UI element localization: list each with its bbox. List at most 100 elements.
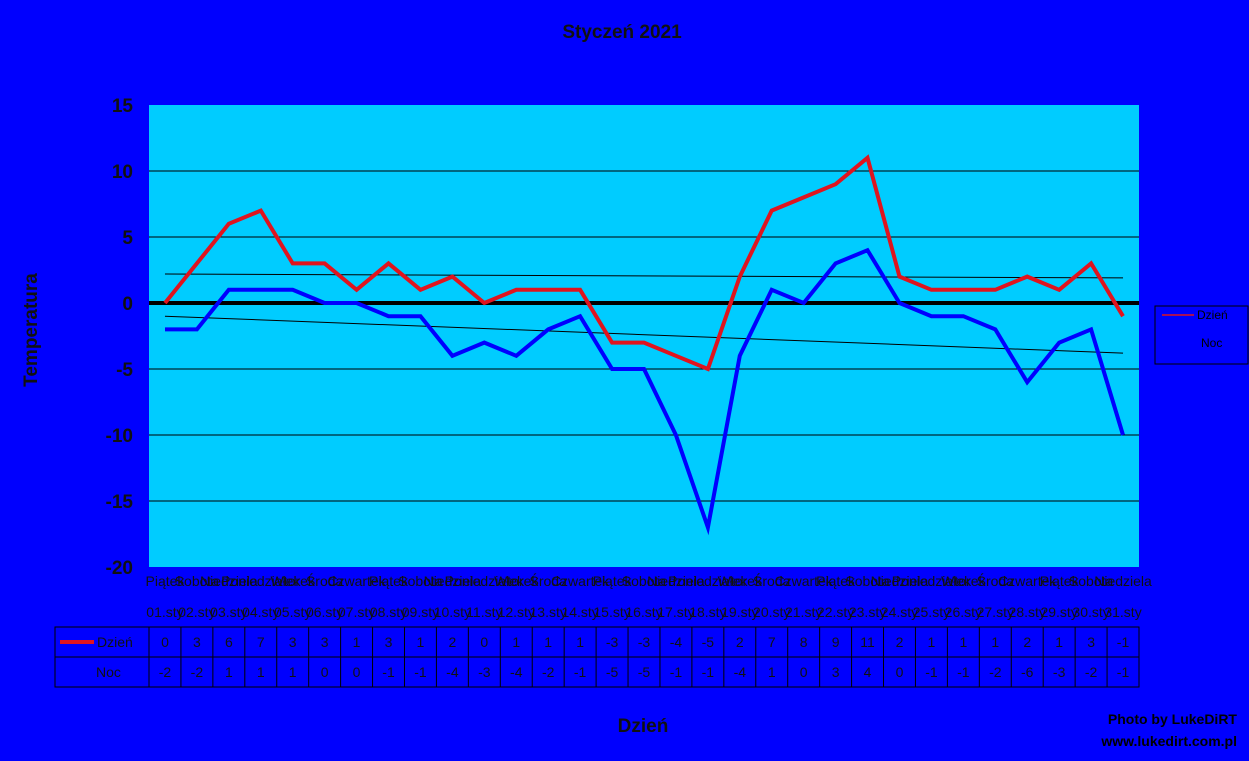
table-cell: -4 bbox=[510, 664, 523, 680]
table-cell: 11 bbox=[860, 634, 875, 650]
credits: Photo by LukeDiRT www.lukedirt.com.pl bbox=[1101, 708, 1237, 752]
table-cell: 4 bbox=[864, 664, 872, 680]
x-tick-date: 26.sty bbox=[945, 604, 982, 620]
table-cell: -2 bbox=[542, 664, 555, 680]
series-lines bbox=[163, 154, 1125, 536]
table-cell: -4 bbox=[670, 634, 683, 650]
x-tick-day: Środa bbox=[530, 572, 568, 589]
x-tick-day: Wtorek bbox=[718, 573, 763, 589]
x-tick-date: 11.sty bbox=[466, 604, 502, 620]
table-cell: 1 bbox=[544, 634, 552, 650]
table-cell: 2 bbox=[736, 634, 744, 650]
y-tick-label: -15 bbox=[106, 492, 134, 513]
table-cell: 1 bbox=[768, 664, 776, 680]
y-tick-label: 0 bbox=[122, 294, 133, 315]
table-cell: 1 bbox=[289, 664, 297, 680]
x-tick-day: Piątek bbox=[593, 573, 633, 589]
table-cell: -4 bbox=[446, 664, 459, 680]
y-tick-label: 5 bbox=[122, 228, 133, 249]
table-cell: -1 bbox=[670, 664, 683, 680]
table-cell: -1 bbox=[382, 664, 395, 680]
x-tick-day: Czwartek bbox=[327, 573, 386, 589]
table-cell: 0 bbox=[800, 664, 808, 680]
legend-label-noc: Noc bbox=[1201, 336, 1222, 350]
table-cell: -3 bbox=[478, 664, 491, 680]
table-cell: 8 bbox=[800, 634, 808, 650]
table-cell: -3 bbox=[638, 634, 651, 650]
table-cell: -2 bbox=[191, 664, 204, 680]
x-tick-day: Sobota bbox=[175, 573, 220, 589]
x-tick-date: 16.sty bbox=[625, 604, 662, 620]
y-tick-label: 10 bbox=[112, 162, 133, 183]
table-cell: -2 bbox=[159, 664, 172, 680]
x-tick-date: 27.sty bbox=[977, 604, 1014, 620]
y-tick-label: -5 bbox=[116, 360, 133, 381]
x-tick-date: 22.sty bbox=[817, 604, 854, 620]
table-cell: 0 bbox=[896, 664, 904, 680]
x-tick-date: 15.sty bbox=[593, 604, 630, 620]
x-tick-date: 29.sty bbox=[1040, 604, 1077, 620]
table-cell: 7 bbox=[257, 634, 265, 650]
trendlines bbox=[164, 273, 1124, 354]
table-cell: 1 bbox=[1055, 634, 1063, 650]
table-cell: -1 bbox=[702, 664, 715, 680]
table-cell: -2 bbox=[989, 664, 1002, 680]
x-tick-date: 19.sty bbox=[721, 604, 758, 620]
x-tick-date: 02.sty bbox=[178, 604, 215, 620]
x-tick-day: Środa bbox=[306, 572, 344, 589]
table-cell: 1 bbox=[928, 634, 936, 650]
table-cell: 2 bbox=[448, 634, 456, 650]
x-tick-day: Poniedziałek bbox=[221, 573, 301, 589]
x-tick-date: 03.sty bbox=[210, 604, 247, 620]
table-cell: 0 bbox=[353, 664, 361, 680]
table-cell: 9 bbox=[832, 634, 840, 650]
legend-label-dzien: Dzień bbox=[1197, 308, 1228, 322]
x-tick-day: Piątek bbox=[146, 573, 186, 589]
plot-area bbox=[149, 105, 1139, 567]
x-tick-day: Niedziela bbox=[200, 573, 258, 589]
x-tick-date: 31.sty bbox=[1104, 604, 1141, 620]
x-tick-day: Piątek bbox=[369, 573, 409, 589]
credit-photo-by: Photo by LukeDiRT bbox=[1107, 711, 1237, 727]
y-axis-label: Temperatura bbox=[21, 273, 42, 387]
x-tick-day: Czwartek bbox=[998, 573, 1057, 589]
table-row-header: Noc bbox=[96, 664, 121, 680]
x-tick-date: 18.sty bbox=[689, 604, 726, 620]
table-cell: 2 bbox=[896, 634, 904, 650]
x-tick-day: Sobota bbox=[622, 573, 667, 589]
y-tick-label: -20 bbox=[106, 558, 133, 579]
trendline-dzien bbox=[164, 273, 1124, 279]
legend-box bbox=[1154, 305, 1249, 365]
x-tick-day: Wtorek bbox=[941, 573, 986, 589]
x-tick-date: 28.sty bbox=[1009, 604, 1046, 620]
x-tick-day: Wtorek bbox=[494, 573, 539, 589]
x-tick-day: Środa bbox=[977, 572, 1015, 589]
trendline-noc bbox=[164, 315, 1124, 354]
table-cell: -1 bbox=[925, 664, 938, 680]
x-tick-date: 09.sty bbox=[402, 604, 439, 620]
x-tick-date: 05.sty bbox=[274, 604, 311, 620]
table-cell: 3 bbox=[321, 634, 329, 650]
table-cell: 1 bbox=[353, 634, 361, 650]
table-cell: -4 bbox=[734, 664, 747, 680]
x-tick-date: 21.sty bbox=[785, 604, 822, 620]
table-cell: 3 bbox=[289, 634, 297, 650]
x-tick-day: Poniedziałek bbox=[668, 573, 748, 589]
table-cell: -1 bbox=[1117, 664, 1130, 680]
x-tick-date: 24.sty bbox=[881, 604, 918, 620]
x-tick-date: 25.sty bbox=[913, 604, 950, 620]
x-tick-day: Niedziela bbox=[424, 573, 482, 589]
table-cell: -5 bbox=[702, 634, 715, 650]
x-tick-date: 08.sty bbox=[370, 604, 407, 620]
credit-url[interactable]: www.lukedirt.com.pl bbox=[1101, 733, 1237, 749]
x-axis-categories: PiątekSobotaNiedzielaPoniedziałekWtorekŚ… bbox=[146, 572, 1153, 620]
table-cell: 3 bbox=[193, 634, 201, 650]
table-cell: 1 bbox=[225, 664, 233, 680]
table-cell: -1 bbox=[574, 664, 587, 680]
data-table: Dzień 0 3 6 7 3 3 1 3 1 2 0 1 1 1 -3 -3 -4 -5 2 7 8 9 11 2 1 1 1 2 1 3… bbox=[54, 626, 1140, 688]
x-tick-day: Piątek bbox=[1040, 573, 1080, 589]
series-line-dzien bbox=[163, 154, 1125, 372]
table-cell: 7 bbox=[768, 634, 776, 650]
table-cell: 0 bbox=[161, 634, 169, 650]
